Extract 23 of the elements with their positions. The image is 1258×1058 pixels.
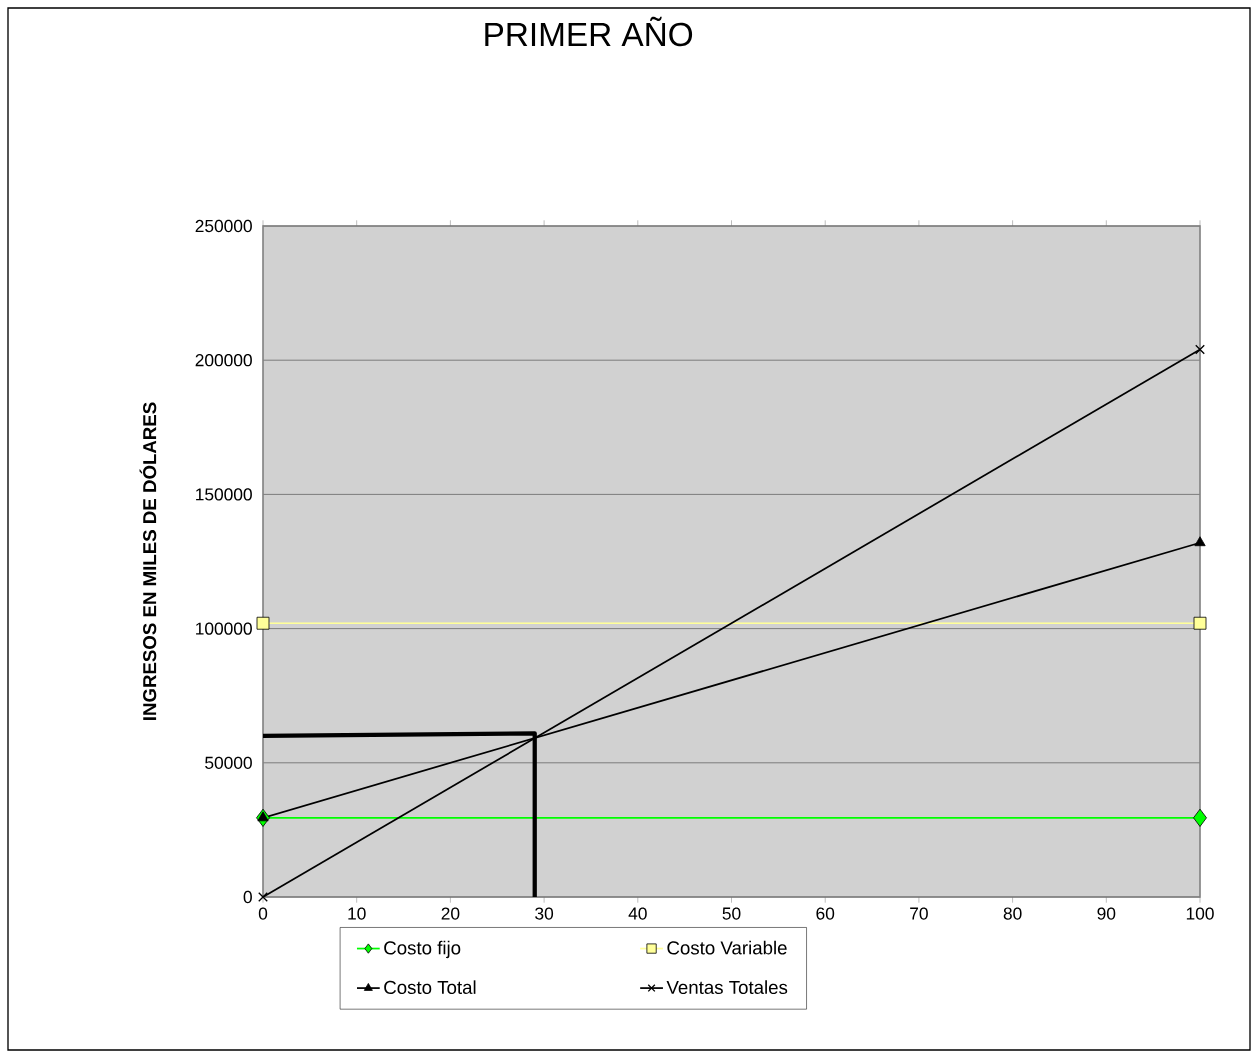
x-tick-label: 60 — [816, 907, 835, 920]
x-tick-label: 20 — [441, 907, 460, 920]
legend-label: Costo fijo — [384, 940, 461, 959]
y-tick-label: 150000 — [196, 488, 252, 501]
x-tick-label: 0 — [258, 907, 268, 920]
x-tick-label: 70 — [910, 907, 928, 920]
legend-label: Costo Variable — [667, 940, 787, 955]
y-axis-title: INGRESOS EN MILES DE DÓLARES — [139, 402, 157, 720]
x-tick-label: 30 — [535, 907, 554, 920]
x-tick-label: 10 — [348, 907, 366, 920]
chart-title: PRIMER AÑO — [485, 16, 693, 47]
y-tick-label: 200000 — [195, 354, 252, 367]
x-tick-label: 80 — [1003, 907, 1022, 920]
x-tick-label: 40 — [628, 907, 647, 920]
y-tick-label: 0 — [243, 890, 252, 904]
y-tick-label: 250000 — [195, 219, 252, 233]
y-tick-label: 100000 — [196, 622, 252, 635]
legend-label: Costo Total — [384, 980, 476, 995]
x-tick-label: 100 — [1186, 907, 1214, 920]
x-tick-label: 50 — [722, 907, 741, 920]
legend-label: Ventas Totales — [666, 980, 788, 995]
x-tick-label: 90 — [1097, 907, 1116, 920]
y-tick-label: 50000 — [205, 756, 252, 769]
